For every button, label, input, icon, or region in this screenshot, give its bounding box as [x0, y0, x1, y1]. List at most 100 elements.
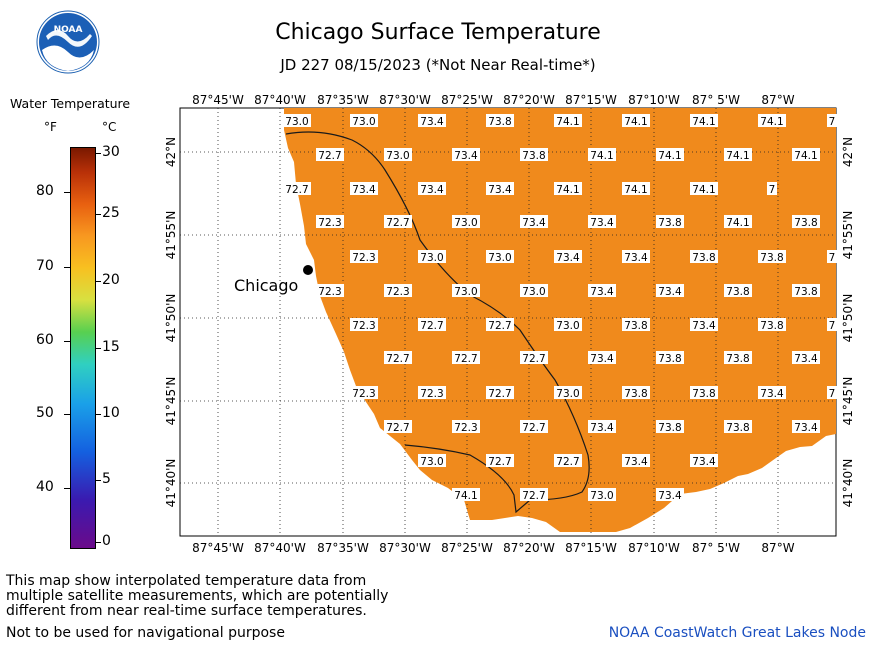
temperature-label: 7 [827, 386, 837, 400]
lon-label-bottom: 87°45'W [192, 541, 244, 555]
svg-text:7: 7 [829, 320, 836, 332]
c-tick-mark [95, 348, 101, 349]
lon-label-bottom: 87°10'W [628, 541, 680, 555]
svg-text:73.4: 73.4 [624, 456, 648, 468]
svg-text:73.0: 73.0 [522, 286, 545, 298]
c-tick-mark [95, 542, 101, 543]
lat-label-left: 41°55'N [164, 211, 178, 260]
svg-text:73.0: 73.0 [488, 252, 511, 264]
svg-text:73.8: 73.8 [658, 217, 681, 229]
svg-text:74.1: 74.1 [726, 217, 749, 229]
c-tick-label: 15 [102, 339, 120, 355]
svg-text:73.8: 73.8 [726, 286, 749, 298]
f-tick-mark [64, 341, 70, 342]
svg-text:74.1: 74.1 [658, 150, 681, 162]
lon-label-bottom: 87°35'W [317, 541, 369, 555]
temperature-label: 73.8 [724, 351, 752, 365]
svg-text:73.8: 73.8 [726, 353, 749, 365]
temperature-label: 74.1 [656, 148, 684, 162]
svg-text:73.8: 73.8 [658, 422, 681, 434]
svg-text:73.8: 73.8 [760, 320, 783, 332]
temperature-label: 73.4 [452, 148, 480, 162]
svg-text:73.4: 73.4 [794, 353, 818, 365]
svg-text:74.1: 74.1 [794, 150, 817, 162]
c-tick-mark [95, 281, 101, 282]
svg-text:73.8: 73.8 [794, 217, 817, 229]
svg-text:73.0: 73.0 [420, 252, 443, 264]
svg-text:74.1: 74.1 [692, 116, 715, 128]
svg-text:73.4: 73.4 [760, 388, 784, 400]
temperature-label: 73.4 [656, 488, 684, 502]
svg-text:73.0: 73.0 [454, 217, 477, 229]
svg-text:73.8: 73.8 [794, 286, 817, 298]
lon-label-bottom: 87°W [761, 541, 794, 555]
temperature-label: 73.8 [690, 386, 718, 400]
temperature-label: 7 [767, 182, 777, 196]
temperature-label: 74.1 [758, 114, 786, 128]
lat-label-left: 41°45'N [164, 377, 178, 426]
lon-label-top: 87°20'W [503, 93, 555, 107]
temperature-label: 72.3 [452, 420, 480, 434]
svg-text:73.4: 73.4 [658, 490, 682, 502]
svg-text:72.7: 72.7 [488, 388, 511, 400]
temperature-label: 73.4 [588, 284, 616, 298]
lon-label-bottom: 87°30'W [379, 541, 431, 555]
temperature-label: 72.7 [554, 454, 582, 468]
legend-unit-f: °F [44, 120, 57, 134]
svg-text:7: 7 [829, 388, 836, 400]
temperature-label: 73.8 [486, 114, 514, 128]
lon-label-top: 87°W [761, 93, 794, 107]
chicago-marker [303, 265, 313, 275]
temperature-label: 73.4 [418, 182, 446, 196]
temperature-label: 73.4 [588, 351, 616, 365]
temperature-label: 72.7 [520, 420, 548, 434]
temperature-label: 72.7 [418, 318, 446, 332]
navigation-disclaimer: Not to be used for navigational purpose [6, 625, 285, 641]
svg-text:7: 7 [829, 116, 836, 128]
svg-text:73.0: 73.0 [556, 320, 579, 332]
svg-text:73.0: 73.0 [420, 456, 443, 468]
temperature-label: 73.8 [792, 284, 820, 298]
temperature-label: 73.0 [452, 215, 480, 229]
temperature-label: 73.8 [758, 318, 786, 332]
svg-text:72.3: 72.3 [352, 252, 375, 264]
temperature-label: 7 [827, 318, 837, 332]
temperature-label: 72.3 [316, 284, 344, 298]
lat-label-left: 42°N [164, 137, 178, 167]
c-tick-mark [95, 480, 101, 481]
temperature-label: 73.4 [792, 420, 820, 434]
svg-text:72.7: 72.7 [318, 150, 341, 162]
svg-text:72.3: 72.3 [352, 320, 375, 332]
temperature-label: 73.8 [622, 386, 650, 400]
f-tick-label: 50 [36, 405, 54, 421]
lon-label-top: 87°35'W [317, 93, 369, 107]
svg-text:72.3: 72.3 [318, 286, 341, 298]
temperature-label: 73.8 [724, 284, 752, 298]
svg-text:72.7: 72.7 [285, 184, 308, 196]
lon-label-top: 87°10'W [628, 93, 680, 107]
f-tick-label: 80 [36, 183, 54, 199]
lon-label-bottom: 87°20'W [503, 541, 555, 555]
lon-label-top: 87°45'W [192, 93, 244, 107]
svg-text:72.3: 72.3 [318, 217, 341, 229]
temperature-label: 73.4 [690, 318, 718, 332]
svg-text:73.4: 73.4 [590, 353, 614, 365]
c-tick-label: 25 [102, 205, 120, 221]
credit-link[interactable]: NOAA CoastWatch Great Lakes Node [608, 625, 866, 641]
svg-text:73.0: 73.0 [556, 388, 579, 400]
temperature-label: 74.1 [724, 148, 752, 162]
f-tick-mark [64, 414, 70, 415]
temperature-label: 73.4 [588, 420, 616, 434]
svg-text:72.3: 72.3 [352, 388, 375, 400]
temperature-label: 74.1 [588, 148, 616, 162]
temperature-label: 72.7 [384, 420, 412, 434]
lat-label-right: 41°50'N [841, 294, 855, 343]
temperature-label: 74.1 [792, 148, 820, 162]
c-tick-mark [95, 153, 101, 154]
c-tick-label: 5 [102, 471, 111, 487]
svg-text:74.1: 74.1 [556, 116, 579, 128]
legend-unit-c: °C [102, 120, 117, 134]
svg-text:72.7: 72.7 [522, 353, 545, 365]
c-tick-label: 0 [102, 533, 111, 549]
